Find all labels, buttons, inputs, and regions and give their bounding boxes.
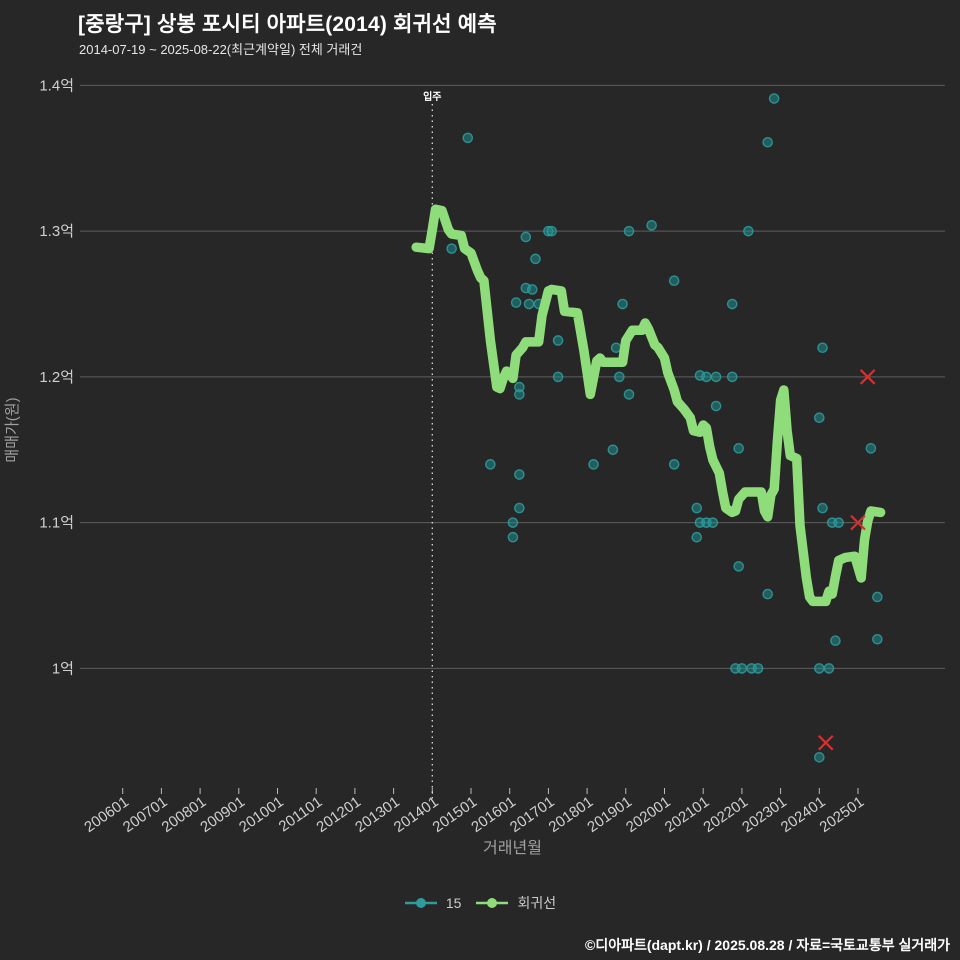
scatter-point xyxy=(691,531,703,543)
y-tick-label: 1.2억 xyxy=(39,369,74,386)
plot-area[interactable] xyxy=(80,60,945,790)
cancelled-marker xyxy=(817,734,834,751)
scatter-point xyxy=(588,459,599,470)
legend-label: 회귀선 xyxy=(517,895,557,911)
scatter-point xyxy=(530,253,541,265)
chart-legend: 15 회귀선 xyxy=(0,893,960,913)
scatter-point xyxy=(814,752,825,763)
scatter-point xyxy=(733,443,744,454)
regression-line xyxy=(411,204,886,607)
scatter-point xyxy=(833,517,844,528)
scatter-point xyxy=(552,371,564,383)
y-tick-label: 1.4억 xyxy=(39,77,74,94)
scatter-point xyxy=(614,371,625,383)
move-in-label: 입주 xyxy=(423,90,441,103)
scatter-point xyxy=(507,517,519,528)
page-subtitle: 2014-07-19 ~ 2025-08-22(최근계약일) 전체 거래건 xyxy=(79,42,363,57)
scatter-point xyxy=(552,335,564,346)
scatter-point xyxy=(817,342,828,354)
scatter-point xyxy=(507,531,519,543)
scatter-point xyxy=(752,663,764,674)
y-tick-label: 1.3억 xyxy=(39,223,74,240)
scatter-point xyxy=(607,444,619,456)
scatter-point xyxy=(726,371,738,383)
scatter-point xyxy=(610,342,622,354)
scatter-point xyxy=(768,93,780,104)
scatter-point xyxy=(646,220,657,231)
scatter-point xyxy=(872,633,883,645)
scatter-point xyxy=(872,591,883,603)
y-axis-title: 매매가(원) xyxy=(4,397,21,462)
scatter-point xyxy=(526,284,538,295)
scatter-point xyxy=(617,298,628,310)
copyright-credit: ©디아파트(dapt.kr) / 2025.08.28 / 자료=국토교통부 실… xyxy=(585,937,950,953)
legend-item-regression[interactable]: 회귀선 xyxy=(475,893,556,913)
scatter-point xyxy=(668,275,680,287)
x-tick-label: 201001 xyxy=(236,793,287,836)
scatter-point xyxy=(523,298,535,310)
scatter-point xyxy=(830,635,841,647)
scatter-point xyxy=(707,517,719,528)
scatter-point xyxy=(701,371,712,383)
x-axis-title: 거래년월 xyxy=(483,839,542,857)
scatter-point xyxy=(814,412,825,424)
scatter-point xyxy=(520,231,532,243)
scatter-point xyxy=(691,502,703,514)
scatter-point xyxy=(462,132,474,144)
y-tick-label: 1.1억 xyxy=(39,515,74,532)
cancelled-marker xyxy=(850,514,866,531)
scatter-point xyxy=(823,663,835,674)
scatter-point xyxy=(817,502,828,514)
y-tick-label: 1억 xyxy=(52,660,74,677)
scatter-point xyxy=(814,663,825,674)
cancelled-marker xyxy=(859,369,876,385)
scatter-point xyxy=(762,588,774,600)
scatter-point xyxy=(623,225,635,237)
scatter-series-icon xyxy=(404,898,437,908)
scatter-point xyxy=(546,225,557,237)
legend-label: 15 xyxy=(445,895,462,911)
scatter-point xyxy=(726,298,738,310)
scatter-point xyxy=(733,561,744,572)
scatter-point xyxy=(446,243,457,254)
scatter-point xyxy=(865,443,877,454)
scatter-point xyxy=(485,459,496,470)
x-tick-label: 202501 xyxy=(817,793,868,836)
scatter-point xyxy=(762,136,774,148)
scatter-point xyxy=(736,663,748,674)
page-title: [중랑구] 상봉 포시티 아파트(2014) 회귀선 예측 xyxy=(78,13,497,36)
scatter-point xyxy=(514,389,525,400)
scatter-point xyxy=(710,371,722,383)
line-series-icon xyxy=(476,898,509,908)
scatter-point xyxy=(668,459,680,470)
scatter-point xyxy=(514,469,525,480)
scatter-point xyxy=(623,389,635,400)
scatter-point xyxy=(510,297,522,308)
scatter-point xyxy=(710,400,722,412)
scatter-point xyxy=(514,502,525,514)
legend-item-15[interactable]: 15 xyxy=(404,895,462,911)
scatter-point xyxy=(743,225,754,237)
